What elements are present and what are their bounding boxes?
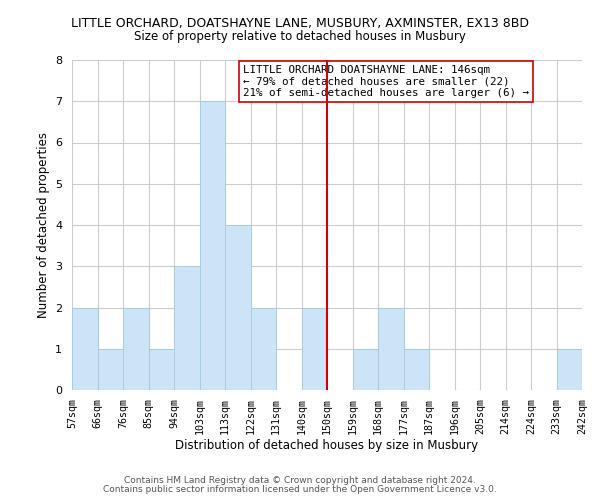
- X-axis label: Distribution of detached houses by size in Musbury: Distribution of detached houses by size …: [175, 439, 479, 452]
- Text: LITTLE ORCHARD, DOATSHAYNE LANE, MUSBURY, AXMINSTER, EX13 8BD: LITTLE ORCHARD, DOATSHAYNE LANE, MUSBURY…: [71, 18, 529, 30]
- Bar: [174, 266, 199, 390]
- Bar: [72, 308, 97, 390]
- Bar: [378, 308, 404, 390]
- Bar: [97, 349, 123, 390]
- Bar: [149, 349, 174, 390]
- Bar: [302, 308, 327, 390]
- Y-axis label: Number of detached properties: Number of detached properties: [37, 132, 50, 318]
- Text: Contains HM Land Registry data © Crown copyright and database right 2024.: Contains HM Land Registry data © Crown c…: [124, 476, 476, 485]
- Bar: [557, 349, 582, 390]
- Bar: [123, 308, 149, 390]
- Bar: [199, 101, 225, 390]
- Text: Contains public sector information licensed under the Open Government Licence v3: Contains public sector information licen…: [103, 485, 497, 494]
- Text: Size of property relative to detached houses in Musbury: Size of property relative to detached ho…: [134, 30, 466, 43]
- Text: LITTLE ORCHARD DOATSHAYNE LANE: 146sqm
← 79% of detached houses are smaller (22): LITTLE ORCHARD DOATSHAYNE LANE: 146sqm ←…: [243, 65, 529, 98]
- Bar: [404, 349, 429, 390]
- Bar: [225, 225, 251, 390]
- Bar: [353, 349, 378, 390]
- Bar: [251, 308, 276, 390]
